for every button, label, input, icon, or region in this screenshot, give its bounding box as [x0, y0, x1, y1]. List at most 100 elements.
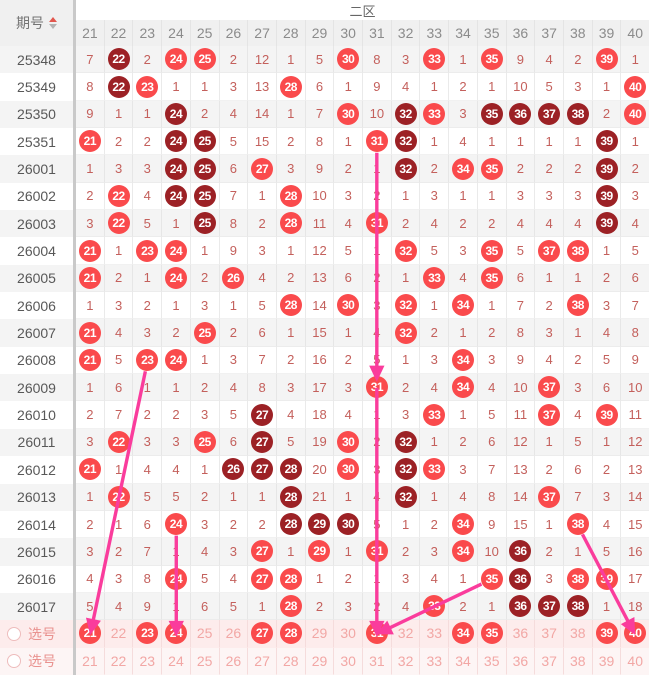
selection-number[interactable]: 38: [564, 620, 593, 648]
drawn-number-cell: 29: [305, 510, 335, 539]
selection-number-ball[interactable]: 23: [133, 620, 163, 648]
drawn-number-cell: 33: [420, 401, 450, 429]
selection-number[interactable]: 30: [334, 620, 364, 648]
selection-number[interactable]: 32: [392, 647, 421, 675]
drawn-number-cell: 34: [449, 346, 478, 375]
drawn-number-cell: 39: [592, 210, 622, 238]
selection-number[interactable]: 37: [535, 620, 564, 648]
selection-number[interactable]: 37: [535, 647, 564, 675]
selection-number[interactable]: 26: [220, 620, 249, 648]
miss-count-cell: 8: [133, 565, 163, 593]
selection-number[interactable]: 32: [392, 620, 421, 648]
selection-number-ball[interactable]: 28: [277, 620, 306, 648]
selection-number[interactable]: 35: [478, 647, 507, 675]
selection-number[interactable]: 38: [564, 647, 593, 675]
selection-number[interactable]: 36: [507, 620, 536, 648]
selection-number-ball[interactable]: 40: [621, 620, 649, 647]
selection-number[interactable]: 31: [363, 647, 392, 675]
selection-number[interactable]: 33: [420, 647, 450, 675]
drawn-number-cell: 28: [276, 182, 306, 211]
issue-number: 25350: [0, 100, 76, 129]
miss-count-cell: 2: [391, 538, 421, 566]
selection-number[interactable]: 21: [76, 647, 105, 675]
selection-number[interactable]: 39: [593, 647, 622, 675]
selection-number[interactable]: 26: [220, 647, 249, 675]
selection-number[interactable]: 28: [277, 647, 306, 675]
selection-number-ball[interactable]: 35: [478, 620, 507, 648]
miss-count-cell: 3: [76, 428, 105, 457]
selection-number-ball[interactable]: 31: [363, 620, 392, 648]
lottery-ball: 28: [279, 184, 302, 207]
selection-number-ball[interactable]: 34: [449, 620, 478, 648]
lottery-ball: 33: [423, 595, 446, 618]
miss-count-cell: 1: [363, 237, 392, 265]
miss-count-cell: 11: [305, 210, 335, 238]
miss-count-cell: 9: [133, 592, 163, 621]
drawn-number-cell: 23: [133, 73, 163, 101]
drawn-number-cell: 21: [76, 346, 105, 375]
column-header: 30: [334, 20, 364, 46]
sort-icons[interactable]: [49, 17, 57, 29]
miss-count-cell: 1: [363, 401, 392, 429]
selection-number-ball[interactable]: 39: [593, 620, 622, 648]
lottery-ball: 24: [164, 567, 187, 590]
miss-count-cell: 14: [621, 484, 649, 511]
miss-count-cell: 1: [535, 264, 564, 293]
selection-number[interactable]: 30: [334, 647, 364, 675]
sort-desc-icon[interactable]: [49, 24, 57, 29]
lottery-ball: 40: [624, 102, 647, 125]
selection-number[interactable]: 40: [627, 652, 643, 669]
miss-count-cell: 1: [420, 483, 450, 511]
selection-number-ball[interactable]: 21: [76, 620, 105, 648]
selection-number[interactable]: 36: [507, 647, 536, 675]
selection-number[interactable]: 33: [420, 620, 450, 648]
miss-count-cell: 3: [104, 292, 134, 320]
selection-number[interactable]: 23: [133, 647, 163, 675]
drawn-number-cell: 24: [162, 128, 191, 156]
selection-number-ball[interactable]: 27: [248, 620, 277, 648]
miss-count-cell: 3: [420, 182, 450, 211]
miss-count-cell: 13: [506, 456, 536, 484]
miss-count-cell: 1: [535, 128, 564, 156]
selection-radio[interactable]: [7, 654, 21, 669]
selection-number[interactable]: 29: [306, 647, 335, 675]
lottery-ball: 27: [251, 403, 274, 426]
lottery-ball: 36: [509, 595, 532, 618]
selection-number[interactable]: 25: [191, 647, 220, 675]
sort-asc-icon[interactable]: [49, 17, 57, 22]
miss-count-cell: 4: [363, 483, 392, 511]
miss-count-cell: 5: [276, 428, 306, 457]
selection-number[interactable]: 25: [191, 620, 220, 648]
selection-number[interactable]: 34: [449, 647, 478, 675]
selection-number[interactable]: 27: [248, 647, 277, 675]
selection-number[interactable]: 22: [105, 620, 134, 648]
drawn-number-cell: 36: [506, 100, 536, 129]
selection-radio[interactable]: [7, 626, 21, 641]
lottery-ball: 27: [251, 622, 274, 645]
miss-count-cell: 8: [621, 319, 649, 347]
miss-count-cell: 21: [305, 483, 335, 511]
miss-count-cell: 1: [621, 46, 649, 74]
issue-header[interactable]: 期号: [0, 0, 76, 46]
drawn-number-cell: 35: [477, 46, 507, 74]
drawn-number-cell: 25: [190, 155, 220, 183]
drawn-number-cell: 35: [477, 565, 507, 593]
drawn-number-cell: 25: [190, 428, 220, 457]
lottery-ball: 23: [136, 239, 159, 262]
selection-number[interactable]: 22: [105, 647, 134, 675]
selection-number[interactable]: 24: [162, 647, 191, 675]
drawn-number-cell: 21: [76, 264, 105, 293]
miss-count-cell: 10: [506, 73, 536, 101]
drawn-number-cell: 21: [76, 128, 105, 156]
miss-count-cell: 14: [305, 292, 335, 320]
miss-count-cell: 2: [334, 565, 364, 593]
issue-number: 26006: [0, 292, 76, 320]
miss-count-cell: 4: [621, 210, 649, 238]
drawn-number-cell: 27: [248, 401, 277, 429]
selection-number[interactable]: 29: [306, 620, 335, 648]
lottery-ball: 25: [193, 321, 216, 344]
drawn-number-cell: 33: [420, 100, 450, 129]
lottery-ball: 28: [279, 294, 302, 317]
selection-number-ball[interactable]: 24: [162, 620, 191, 648]
